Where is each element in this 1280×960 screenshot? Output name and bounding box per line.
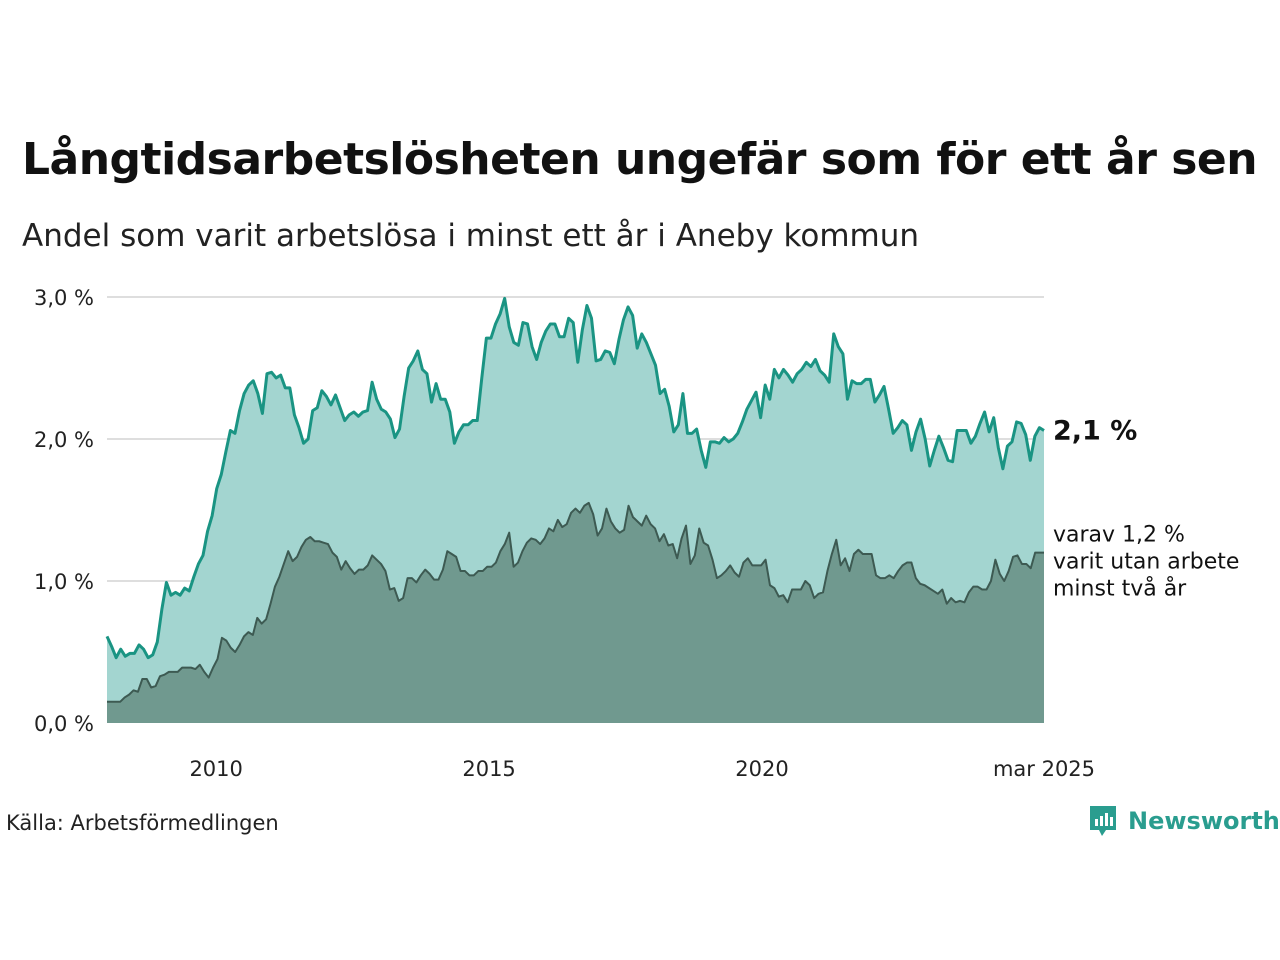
x-axis-ticks: 2010 2015 2020 mar 2025 [189,757,1095,781]
area-series [105,296,1045,723]
annotation-line: varav 1,2 % [1053,523,1185,548]
chart-subtitle: Andel som varit arbetslösa i minst ett å… [22,218,920,254]
y-tick-label: 1,0 % [34,570,94,594]
annotation-line: minst två år [1053,576,1187,602]
area-chart: 0,0 % 1,0 % 2,0 % 3,0 % 2010 2015 2020 mar 202… [34,286,1239,781]
x-tick-label: mar 2025 [993,757,1095,781]
newsworthy-logo-icon [1090,806,1116,836]
end-value-label: 2,1 % [1053,415,1137,446]
y-tick-label: 2,0 % [34,428,94,452]
y-axis-ticks: 0,0 % 1,0 % 2,0 % 3,0 % [34,286,94,736]
x-tick-label: 2015 [462,757,515,781]
series-line-2 [107,501,1044,703]
series-line-1 [105,296,1045,660]
x-tick-label: 2020 [735,757,788,781]
annotation-line: varit utan arbete [1053,550,1239,575]
y-tick-label: 3,0 % [34,286,94,310]
chart-title: Långtidsarbetslösheten ungefär som för e… [22,134,1258,185]
x-tick-label: 2010 [189,757,242,781]
area-fill-series-2 [107,502,1044,723]
newsworthy-logo[interactable]: Newsworthy [1088,804,1280,838]
brand-name: Newsworthy [1128,807,1280,835]
y-tick-label: 0,0 % [34,712,94,736]
source-note: Källa: Arbetsförmedlingen [6,811,279,835]
